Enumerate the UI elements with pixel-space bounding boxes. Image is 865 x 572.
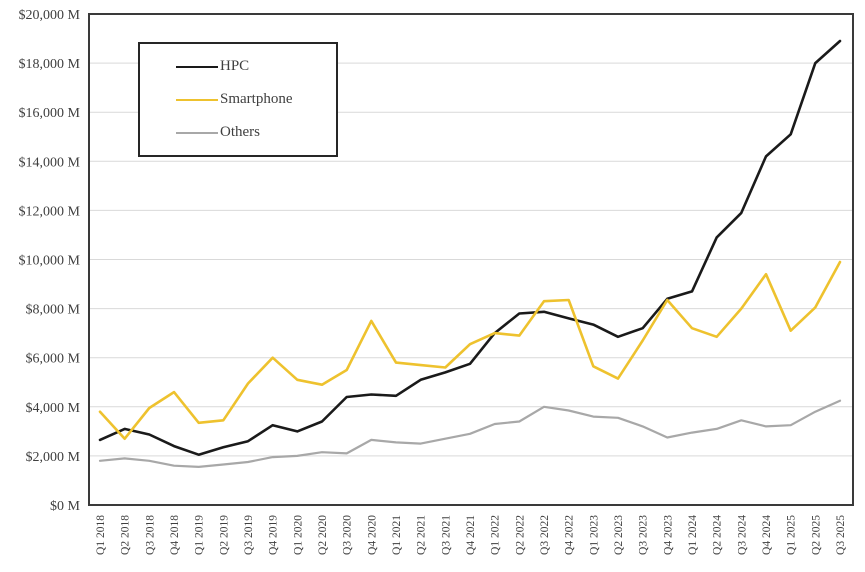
x-tick-label: Q2 2018 [120, 515, 132, 555]
others-line-swatch [176, 131, 218, 134]
x-tick-label: Q3 2019 [243, 515, 255, 555]
legend-entry-others: Others [176, 125, 336, 140]
x-tick-label: Q4 2021 [465, 515, 477, 555]
legend-entry-smartphone: Smartphone [176, 92, 336, 107]
x-tick-label: Q1 2020 [292, 515, 304, 555]
y-tick-label: $2,000 M [26, 450, 81, 465]
hpc-line-swatch [176, 65, 218, 68]
y-tick-label: $6,000 M [26, 352, 81, 367]
x-tick-label: Q1 2024 [687, 515, 699, 555]
smartphone-line-swatch [176, 98, 218, 101]
x-tick-label: Q2 2025 [810, 515, 822, 555]
y-tick-label: $20,000 M [19, 8, 81, 23]
y-tick-label: $14,000 M [19, 155, 81, 170]
legend-label-smartphone: Smartphone [220, 91, 293, 107]
y-tick-label: $16,000 M [19, 106, 81, 121]
legend-label-hpc: HPC [220, 58, 250, 74]
plot-border [88, 13, 854, 506]
x-tick-label: Q1 2023 [588, 515, 600, 555]
x-tick-label: Q1 2025 [786, 515, 798, 555]
y-tick-label: $18,000 M [19, 57, 81, 72]
x-tick-label: Q4 2018 [169, 515, 181, 555]
y-tick-label: $0 M [50, 499, 81, 514]
x-tick-label: Q1 2019 [194, 515, 206, 555]
x-tick-label: Q3 2018 [144, 515, 156, 555]
x-tick-label: Q1 2018 [95, 515, 107, 555]
x-tick-label: Q2 2023 [613, 515, 625, 555]
series-line-smartphone [98, 260, 842, 441]
x-tick-label: Q4 2022 [564, 515, 576, 555]
y-tick-label: $12,000 M [19, 204, 81, 219]
y-tick-label: $10,000 M [19, 254, 81, 269]
y-axis-tick-labels: $0 M $2,000 M $4,000 M $6,000 M $8,000 M $10,… [19, 8, 81, 514]
x-tick-label: Q2 2019 [218, 515, 230, 555]
x-tick-label: Q3 2025 [835, 515, 847, 555]
x-tick-label: Q3 2020 [342, 515, 354, 555]
x-tick-label: Q4 2019 [268, 515, 280, 555]
series-line-others [98, 399, 842, 468]
x-tick-label: Q1 2022 [490, 515, 502, 555]
legend-label-others: Others [220, 124, 260, 140]
x-tick-label: Q2 2021 [416, 515, 428, 555]
x-tick-label: Q2 2020 [317, 515, 329, 555]
x-tick-label: Q4 2023 [662, 515, 674, 555]
y-tick-label: $8,000 M [26, 303, 81, 318]
x-tick-label: Q3 2021 [440, 515, 452, 555]
x-tick-label: Q4 2020 [366, 515, 378, 555]
x-axis-tick-labels: Q1 2018 Q2 2018 Q3 2018 Q4 2018 Q1 2019 Q2 20… [95, 515, 847, 555]
x-tick-label: Q2 2022 [514, 515, 526, 555]
series-line-hpc [98, 39, 842, 457]
y-tick-label: $4,000 M [26, 401, 81, 416]
chart-legend: HPC Smartphone Others [138, 42, 338, 157]
legend-entry-hpc: HPC [176, 59, 336, 74]
x-tick-label: Q2 2024 [712, 515, 724, 555]
x-tick-label: Q3 2023 [638, 515, 650, 555]
x-tick-label: Q3 2022 [539, 515, 551, 555]
x-tick-label: Q3 2024 [736, 515, 748, 555]
x-tick-label: Q1 2021 [391, 515, 403, 555]
x-tick-label: Q4 2024 [761, 515, 773, 555]
